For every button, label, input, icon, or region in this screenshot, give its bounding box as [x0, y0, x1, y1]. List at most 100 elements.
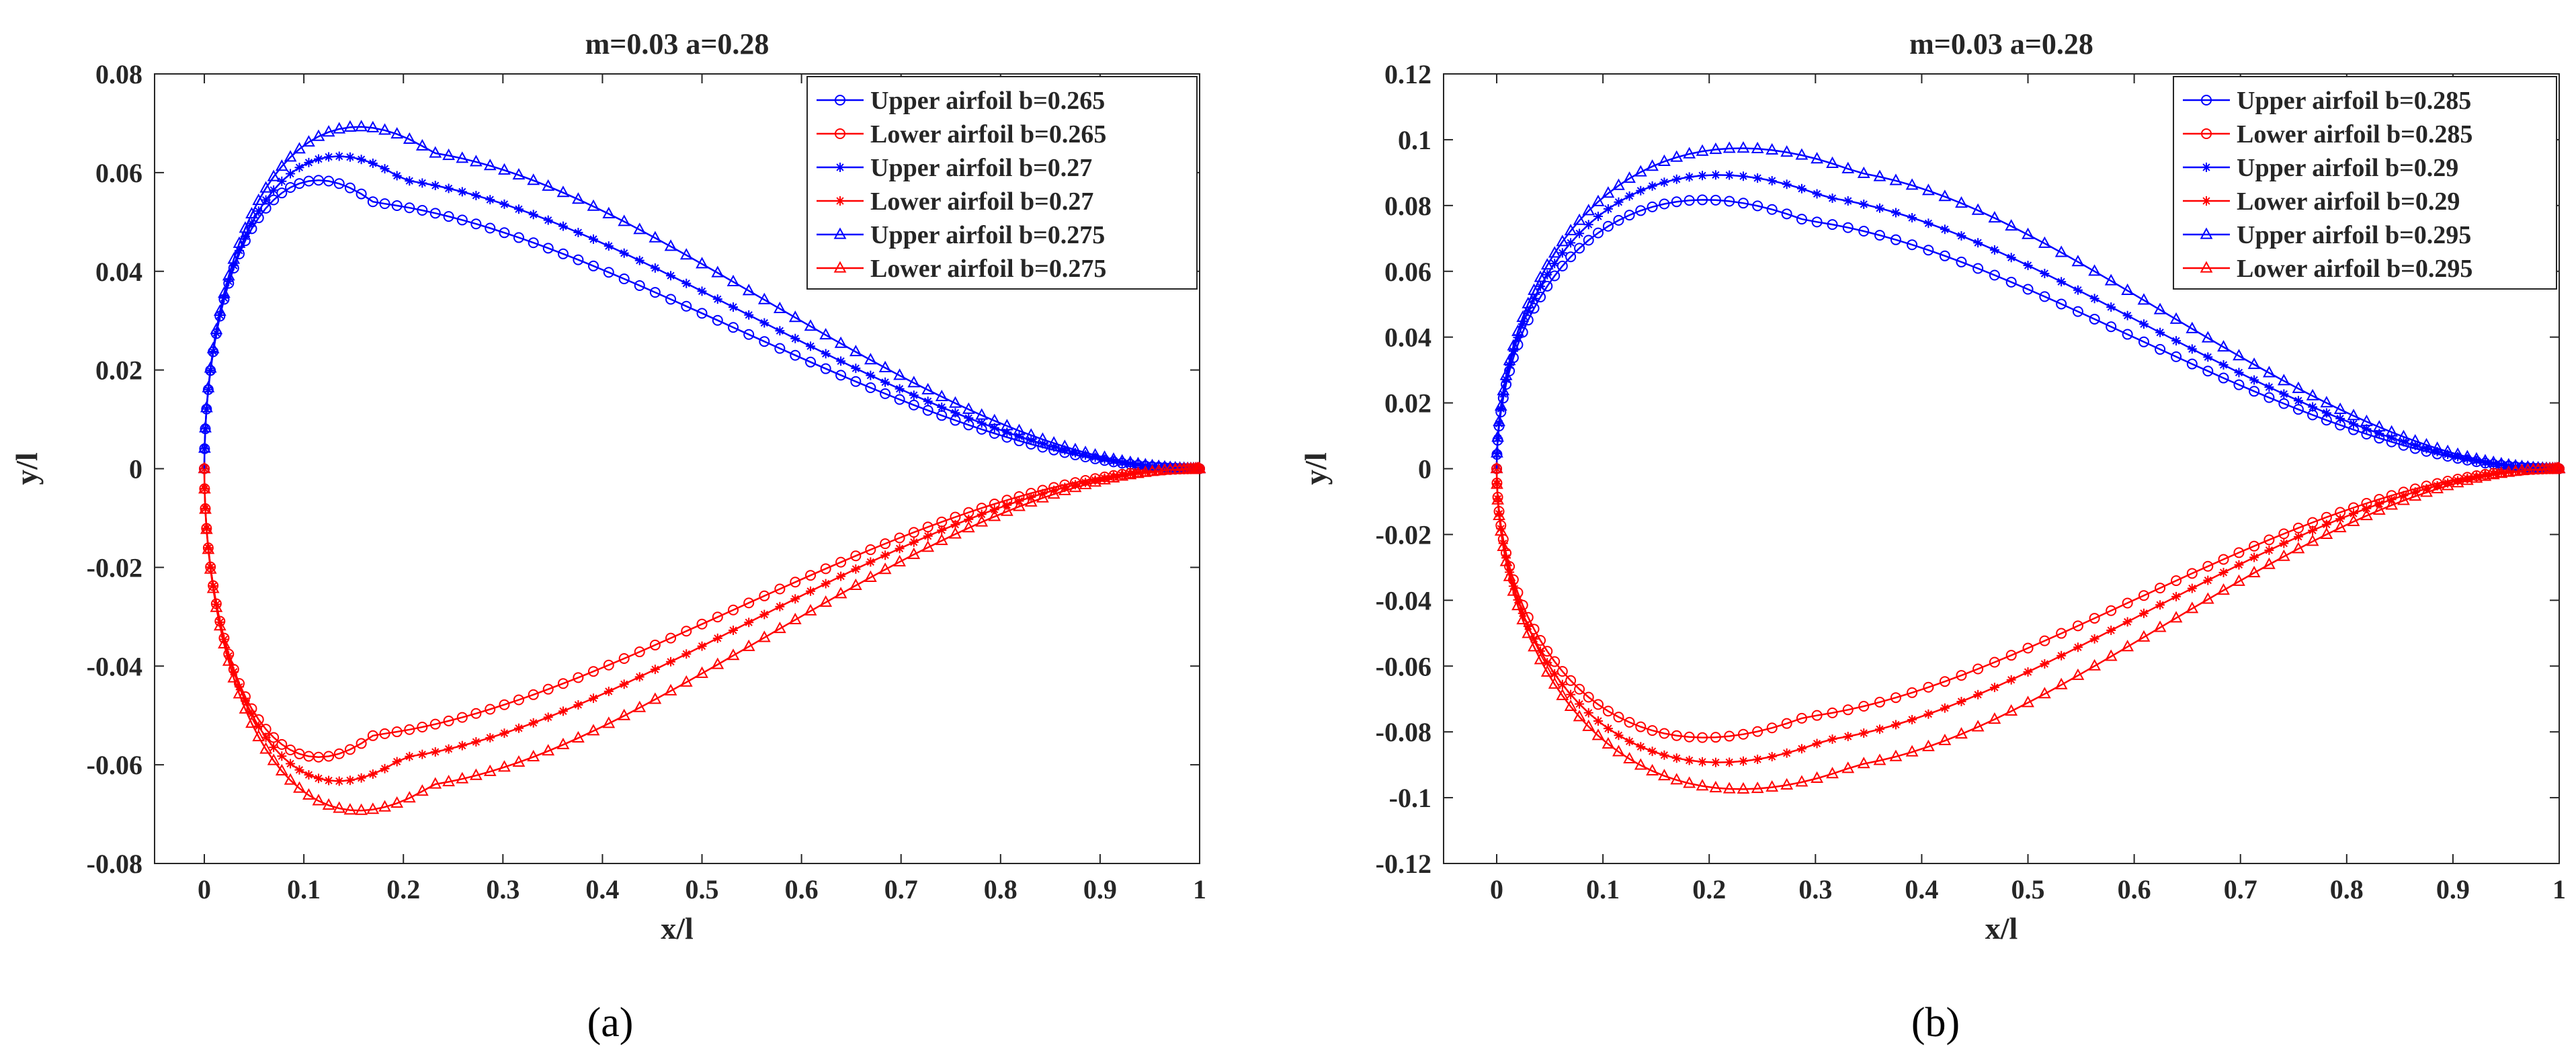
data-point: [2056, 277, 2067, 287]
data-point: [391, 726, 403, 738]
data-point: [806, 341, 816, 351]
data-point: [1098, 450, 1111, 462]
data-point: [696, 308, 708, 319]
y-tick-label: -0.08: [1376, 717, 1431, 747]
data-point: [469, 768, 483, 780]
data-point: [1796, 744, 1806, 754]
data-point: [556, 185, 570, 198]
data-point: [1542, 658, 1552, 668]
data-point: [1548, 677, 1561, 689]
data-point: [1859, 728, 1869, 738]
data-point: [1812, 189, 1822, 199]
data-point: [1536, 646, 1546, 656]
y-axis-label: y/l: [1298, 452, 1333, 485]
data-point: [1972, 263, 1984, 274]
data-point: [2233, 349, 2245, 361]
data-point: [804, 603, 817, 616]
data-point: [923, 396, 933, 407]
data-point: [1081, 450, 1091, 460]
data-point: [1812, 738, 1822, 749]
data-point: [619, 679, 629, 689]
data-point: [1099, 454, 1110, 464]
data-point: [1013, 423, 1026, 435]
data-point: [1684, 195, 1695, 206]
data-point: [1658, 769, 1671, 781]
data-point: [2277, 549, 2290, 561]
panel-label: (b): [1911, 1000, 1960, 1046]
legend-swatch-marker: [835, 95, 845, 105]
data-point: [275, 159, 288, 171]
data-point: [1602, 706, 1614, 717]
y-tick-label: -0.04: [1376, 585, 1431, 616]
data-point: [2372, 503, 2386, 515]
data-point: [528, 237, 539, 249]
data-point: [1058, 483, 1071, 495]
data-point: [712, 611, 723, 623]
data-point: [2006, 675, 2016, 685]
data-point: [1765, 780, 1779, 792]
data-point: [1542, 269, 1552, 280]
data-point: [2005, 704, 2018, 716]
data-point: [2480, 457, 2490, 467]
x-tick-label: 0.3: [1798, 874, 1832, 904]
legend-entry: Upper airfoil b=0.29: [2237, 154, 2458, 182]
data-point: [850, 376, 862, 387]
data-point: [277, 176, 287, 186]
data-point: [1696, 779, 1709, 791]
data-point: [1117, 470, 1127, 480]
data-point: [1523, 306, 1533, 316]
data-point: [1125, 458, 1135, 468]
data-point: [849, 578, 862, 591]
data-point: [2263, 534, 2275, 546]
data-point: [1603, 204, 1613, 214]
data-point: [344, 744, 356, 755]
data-point: [405, 751, 415, 761]
data-point: [726, 274, 740, 286]
data-point: [2218, 360, 2229, 370]
data-point: [2421, 484, 2432, 494]
data-point: [819, 328, 833, 340]
data-point: [2171, 591, 2182, 601]
data-point: [312, 794, 325, 806]
data-point: [2039, 291, 2050, 302]
data-point: [444, 744, 454, 754]
data-point: [1635, 721, 1647, 732]
x-tick-label: 0.5: [2011, 874, 2045, 904]
data-point: [253, 721, 263, 731]
data-point: [604, 241, 614, 251]
data-point: [1827, 707, 1838, 718]
x-axis-label: x/l: [661, 911, 694, 945]
data-point: [2040, 268, 2050, 278]
legend-entry: Lower airfoil b=0.29: [2237, 187, 2460, 216]
data-point: [2122, 310, 2132, 321]
data-point: [1971, 720, 1985, 732]
data-point: [2005, 219, 2018, 231]
data-point: [633, 222, 647, 235]
data-point: [1710, 194, 1721, 206]
data-point: [1602, 220, 1614, 232]
data-point: [618, 273, 630, 284]
x-tick-label: 0.1: [1586, 874, 1620, 904]
data-point: [542, 179, 555, 191]
data-point: [962, 521, 975, 533]
data-point: [1989, 682, 1999, 692]
data-point: [403, 132, 416, 144]
data-point: [392, 171, 402, 181]
x-tick-label: 1: [2552, 874, 2566, 904]
data-point: [2333, 402, 2347, 415]
data-point: [1858, 700, 1870, 712]
data-point: [664, 683, 677, 695]
data-point: [950, 519, 960, 530]
data-point: [1602, 736, 1615, 749]
legend-entry: Lower airfoil b=0.275: [870, 255, 1106, 283]
data-point: [1583, 220, 1593, 230]
legend-swatch-marker: [2202, 196, 2211, 206]
data-point: [649, 230, 662, 243]
data-point: [1709, 781, 1722, 793]
data-point: [1766, 204, 1778, 215]
data-point: [556, 737, 570, 749]
data-point: [1725, 170, 1735, 180]
legend-swatch-marker: [2201, 128, 2212, 139]
data-point: [1647, 725, 1658, 736]
data-point: [1767, 176, 1777, 186]
